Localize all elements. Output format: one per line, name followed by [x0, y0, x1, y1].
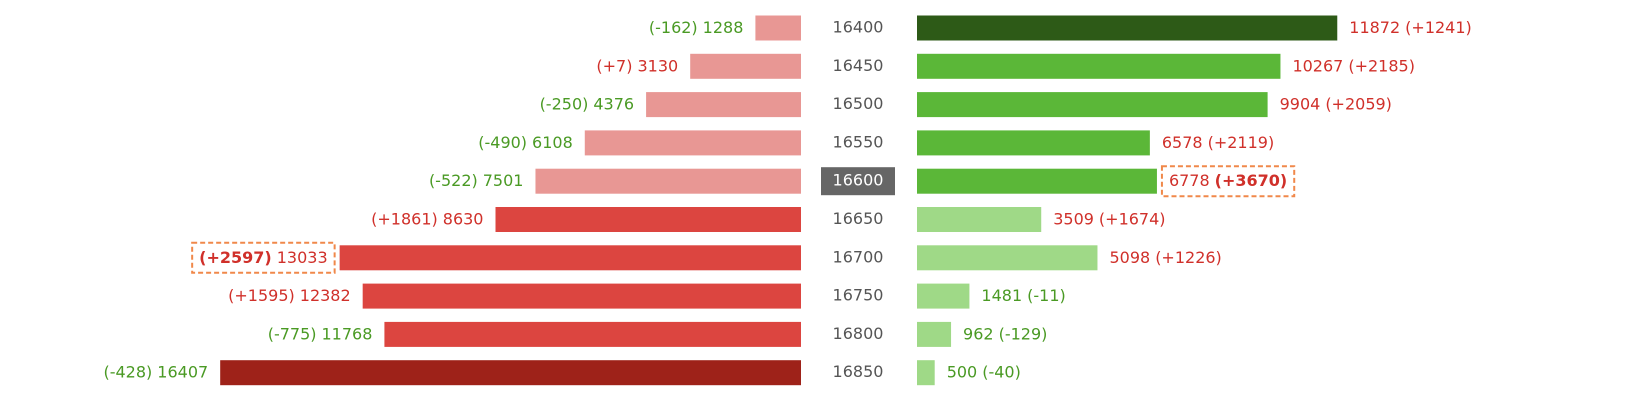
bar: [917, 245, 1098, 271]
strike-label: 16700: [833, 247, 884, 266]
value-label: 4376: [593, 94, 634, 113]
bar: [917, 321, 952, 347]
value-label: 6108: [532, 132, 573, 151]
value-label: 5098: [1109, 247, 1150, 266]
change-label: (-11): [1027, 286, 1066, 305]
value-label: 13033: [277, 247, 328, 266]
highlight-box: [1160, 165, 1296, 198]
bar-label: (+7) 3130: [596, 56, 678, 75]
bar-label: 9904 (+2059): [1280, 94, 1392, 113]
bar-label: (-162) 1288: [649, 18, 744, 37]
value-label: 7501: [483, 171, 524, 190]
bar-label: 1481 (-11): [981, 286, 1065, 305]
bar-label: (-490) 6108: [478, 132, 573, 151]
change-label: (-522): [429, 171, 478, 190]
change-label: (-428): [103, 362, 152, 381]
bar: [917, 207, 1042, 232]
strike-label: 16750: [833, 286, 884, 305]
bar-label: (+1861) 8630: [371, 209, 483, 228]
strike-label: 16500: [833, 94, 884, 113]
value-label: 1481: [981, 286, 1022, 305]
strike-highlight: [821, 167, 895, 196]
change-label: (+2059): [1325, 94, 1392, 113]
bar-label: 10267 (+2185): [1292, 56, 1415, 75]
change-label: (+2185): [1348, 56, 1415, 75]
change-label: (-162): [649, 18, 698, 37]
bar: [917, 92, 1268, 118]
value-label: 962: [963, 324, 994, 343]
value-label: 3509: [1053, 209, 1094, 228]
value-label: 16407: [157, 362, 208, 381]
bar: [917, 130, 1150, 156]
bar: [584, 130, 801, 156]
bar: [755, 15, 801, 41]
value-label: 12382: [300, 286, 351, 305]
strike-label: 16400: [833, 18, 884, 37]
change-label: (+1226): [1155, 247, 1222, 266]
bar-label: (-775) 11768: [268, 324, 373, 343]
highlight-box: [191, 241, 336, 274]
value-label: 11872: [1349, 18, 1400, 37]
bar-label: 6578 (+2119): [1162, 132, 1274, 151]
value-label: 11768: [322, 324, 373, 343]
bar-label: 6778 (+3670): [1169, 171, 1287, 190]
bar: [495, 207, 801, 232]
bar-label: (-250) 4376: [540, 94, 635, 113]
bar-label: 500 (-40): [947, 362, 1021, 381]
bar: [917, 283, 970, 309]
change-label: (-40): [982, 362, 1021, 381]
bar: [917, 15, 1338, 41]
change-label: (+1861): [371, 209, 438, 228]
bar-label: (+2597) 13033: [199, 247, 327, 266]
bar-label: (-428) 16407: [103, 362, 208, 381]
change-label: (+7): [596, 56, 632, 75]
change-label: (+2597): [199, 247, 272, 266]
bar: [220, 360, 801, 386]
bar-label: 5098 (+1226): [1109, 247, 1221, 266]
bar: [535, 168, 801, 194]
bar: [384, 321, 801, 347]
strike-label: 16800: [833, 324, 884, 343]
value-label: 10267: [1292, 56, 1343, 75]
bar-label: (+1595) 12382: [228, 286, 351, 305]
bar-label: (-522) 7501: [429, 171, 524, 190]
bar: [646, 92, 801, 118]
change-label: (-490): [478, 132, 527, 151]
strike-label: 16450: [833, 56, 884, 75]
strike-label: 16850: [833, 362, 884, 381]
change-label: (-250): [540, 94, 589, 113]
bar: [917, 168, 1157, 194]
change-label: (+1595): [228, 286, 295, 305]
bar: [339, 245, 801, 271]
change-label: (+1241): [1405, 18, 1472, 37]
value-label: 6778: [1169, 171, 1210, 190]
bar-label: 962 (-129): [963, 324, 1047, 343]
value-label: 9904: [1280, 94, 1321, 113]
value-label: 8630: [443, 209, 484, 228]
bar: [690, 53, 801, 79]
strike-label: 16650: [833, 209, 884, 228]
change-label: (+2119): [1208, 132, 1275, 151]
value-label: 500: [947, 362, 978, 381]
change-label: (-129): [999, 324, 1048, 343]
change-label: (+1674): [1099, 209, 1166, 228]
value-label: 3130: [637, 56, 678, 75]
value-label: 6578: [1162, 132, 1203, 151]
bar: [362, 283, 801, 309]
bar: [917, 360, 935, 386]
bar-label: 3509 (+1674): [1053, 209, 1165, 228]
bar-label: 11872 (+1241): [1349, 18, 1472, 37]
bar: [917, 53, 1281, 79]
change-label: (-775): [268, 324, 317, 343]
change-label: (+3670): [1215, 171, 1288, 190]
strike-label: 16600: [833, 171, 884, 190]
value-label: 1288: [703, 18, 744, 37]
strike-label: 16550: [833, 132, 884, 151]
